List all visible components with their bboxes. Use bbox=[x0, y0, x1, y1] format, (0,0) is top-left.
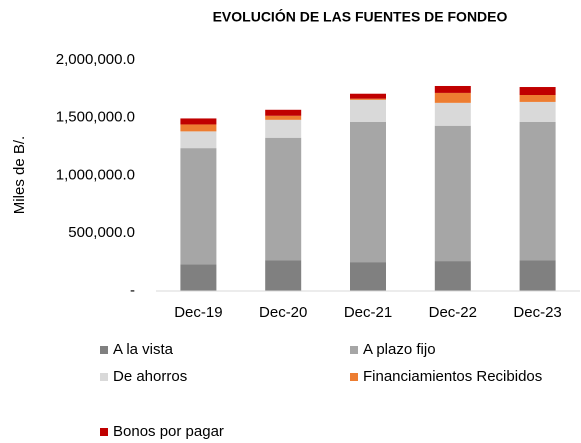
x-tick-label: Dec-21 bbox=[344, 304, 392, 321]
y-tick-label: 1,500,000.0 bbox=[56, 109, 135, 126]
legend-label: Financiamientos Recibidos bbox=[363, 368, 542, 385]
bar-segment bbox=[434, 125, 471, 262]
bar-segment bbox=[180, 118, 217, 125]
bar-segment bbox=[434, 261, 471, 291]
legend-marker bbox=[350, 373, 358, 381]
legend-marker bbox=[350, 346, 358, 354]
bar-segment bbox=[519, 87, 556, 95]
chart-title: EVOLUCIÓN DE LAS FUENTES DE FONDEO bbox=[213, 8, 508, 25]
bar-segment bbox=[180, 124, 217, 132]
legend-label: Bonos por pagar bbox=[113, 423, 224, 440]
x-tick-label: Dec-22 bbox=[429, 304, 477, 321]
bar-segment bbox=[519, 94, 556, 102]
bar-segment bbox=[434, 85, 471, 93]
bar-segment bbox=[434, 102, 471, 126]
bar-segment bbox=[180, 148, 217, 265]
bar-segment bbox=[180, 264, 217, 291]
x-tick-label: Dec-20 bbox=[259, 304, 307, 321]
y-tick-label: 2,000,000.0 bbox=[56, 51, 135, 68]
legend-marker bbox=[100, 373, 108, 381]
bar-segment bbox=[519, 260, 556, 291]
legend-label: A la vista bbox=[113, 341, 174, 358]
y-tick-label: 500,000.0 bbox=[68, 224, 135, 241]
bar-segment bbox=[350, 121, 386, 263]
bar-segment bbox=[350, 93, 386, 99]
x-tick-label: Dec-19 bbox=[174, 304, 222, 321]
bar-segment bbox=[350, 262, 386, 291]
bar-segment bbox=[265, 115, 302, 120]
bar-segment bbox=[519, 121, 556, 261]
legend-marker bbox=[100, 346, 108, 354]
bar-segment bbox=[265, 260, 302, 291]
legend-marker bbox=[100, 428, 108, 436]
bar-segment bbox=[265, 137, 302, 261]
bar-segment bbox=[180, 131, 217, 149]
x-tick-label: Dec-23 bbox=[513, 304, 561, 321]
bar-segment bbox=[265, 119, 302, 138]
bar-segment bbox=[519, 101, 556, 122]
bar-segment bbox=[434, 92, 471, 103]
y-axis-title: Miles de B/. bbox=[11, 136, 28, 214]
y-tick-label: - bbox=[130, 282, 135, 299]
legend-label: De ahorros bbox=[113, 368, 187, 385]
bar-segment bbox=[350, 99, 386, 122]
legend-label: A plazo fijo bbox=[363, 341, 436, 358]
bar-segment bbox=[350, 98, 386, 100]
y-tick-label: 1,000,000.0 bbox=[56, 166, 135, 183]
bar-segment bbox=[265, 109, 302, 116]
